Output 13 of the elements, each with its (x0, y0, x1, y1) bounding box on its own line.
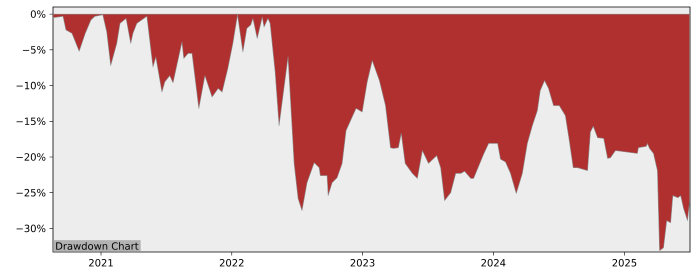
y-tick-label: −15% (16, 118, 46, 126)
y-tick-label: −30% (16, 224, 46, 232)
y-tick-label: −25% (16, 188, 46, 196)
y-tick-label: 0% (30, 10, 46, 18)
x-tick-label: 2021 (89, 259, 113, 267)
y-tick-label: −10% (16, 82, 46, 90)
x-tick-label: 2022 (220, 259, 244, 267)
text: Drawdown Chart (56, 242, 138, 250)
y-tick-label: −20% (16, 153, 46, 161)
x-tick-label: 2023 (350, 259, 374, 267)
x-tick-label: 2025 (612, 259, 636, 267)
y-tick-label: −5% (22, 46, 46, 54)
x-tick-label: 2024 (481, 259, 506, 267)
